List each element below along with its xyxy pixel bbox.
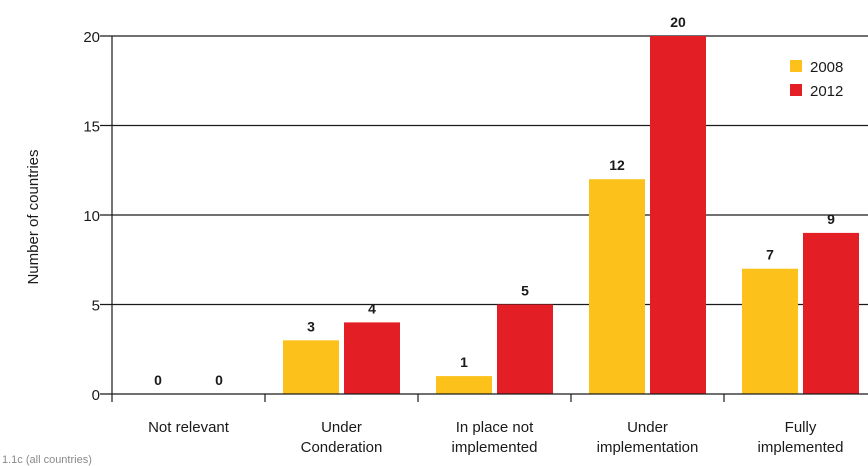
bar-2008 bbox=[436, 376, 492, 394]
data-label: 0 bbox=[215, 372, 223, 388]
legend-swatch-2008 bbox=[790, 60, 802, 72]
y-tick-label: 5 bbox=[92, 298, 100, 315]
x-category-label: In place not bbox=[456, 419, 534, 436]
data-label: 5 bbox=[521, 283, 529, 299]
data-label: 20 bbox=[670, 14, 686, 30]
axes bbox=[100, 36, 868, 402]
bar-2012 bbox=[803, 232, 859, 394]
y-tick-label: 0 bbox=[92, 387, 100, 404]
x-category-label: Under bbox=[321, 419, 362, 436]
y-tick-label: 15 bbox=[83, 119, 100, 136]
x-category-label: Conderation bbox=[301, 439, 383, 456]
bars bbox=[283, 36, 859, 394]
legend-label-2012: 2012 bbox=[810, 83, 843, 100]
legend-swatch-2012 bbox=[790, 84, 802, 96]
y-axis-label: Number of countries bbox=[25, 149, 42, 284]
legend: 2008 2012 bbox=[790, 59, 843, 100]
x-category-label: implemented bbox=[452, 439, 538, 456]
y-tick-label: 10 bbox=[83, 208, 100, 225]
gridlines bbox=[100, 35, 868, 306]
data-label: 4 bbox=[368, 300, 376, 316]
data-label: 3 bbox=[307, 318, 315, 334]
bar-2008 bbox=[589, 179, 645, 394]
x-category-label: implemented bbox=[758, 439, 844, 456]
data-label: 7 bbox=[766, 247, 774, 263]
figure-footnote: 1.1c (all countries) bbox=[2, 454, 92, 466]
bar-2008 bbox=[283, 340, 339, 394]
data-labels: 0 3 1 12 7 0 4 5 20 9 bbox=[154, 14, 835, 388]
legend-label-2008: 2008 bbox=[810, 59, 843, 76]
bar-2012 bbox=[650, 36, 706, 394]
bar-2012 bbox=[344, 322, 400, 394]
data-label: 9 bbox=[827, 211, 835, 227]
y-tick-label: 20 bbox=[83, 29, 100, 46]
x-category-labels: Not relevant Under Conderation In place not… bbox=[148, 419, 843, 456]
x-category-label: Under bbox=[627, 419, 668, 436]
data-label: 0 bbox=[154, 372, 162, 388]
bar-2012 bbox=[497, 304, 553, 394]
y-tick-labels: 0 5 10 15 20 bbox=[83, 29, 100, 404]
data-label: 12 bbox=[609, 157, 625, 173]
data-label: 1 bbox=[460, 354, 468, 370]
x-category-label: implementation bbox=[597, 439, 699, 456]
bar-2008 bbox=[742, 268, 798, 394]
x-category-label: Not relevant bbox=[148, 419, 230, 436]
x-category-label: Fully bbox=[785, 419, 817, 436]
